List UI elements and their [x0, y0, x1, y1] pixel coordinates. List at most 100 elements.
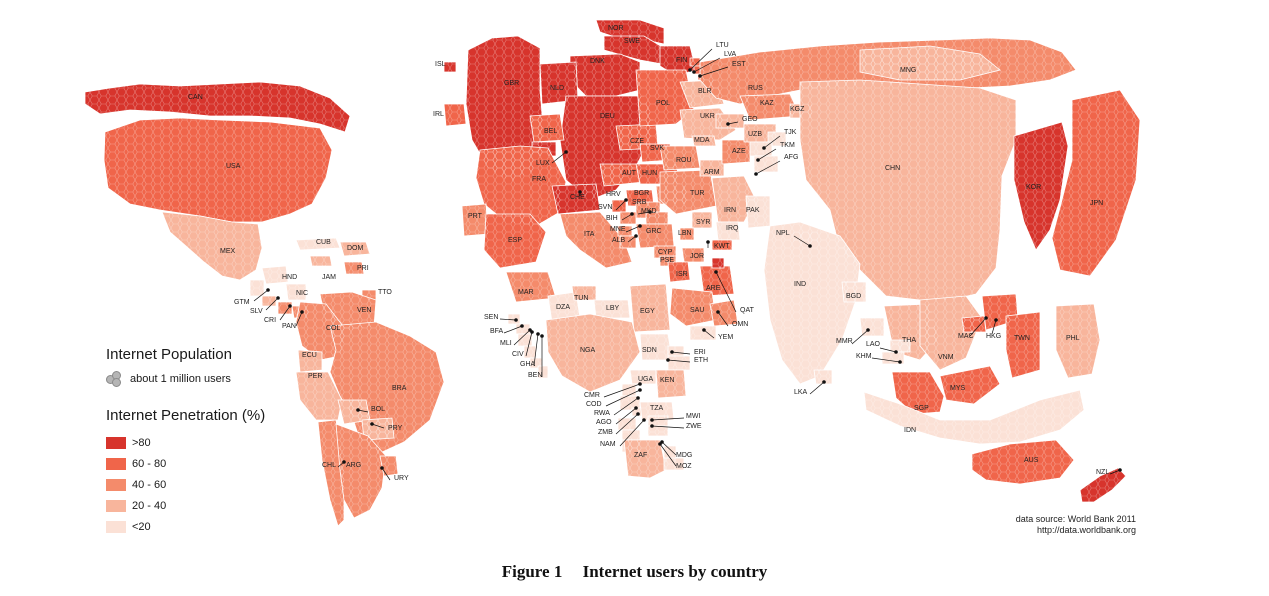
- country-label-ita: ITA: [584, 231, 595, 238]
- hex-texture: [604, 36, 664, 64]
- figure-title: Internet users by country: [582, 562, 768, 581]
- country-label-vnm: VNM: [938, 354, 954, 361]
- leader-dot: [688, 68, 692, 72]
- country-label-cri: CRI: [264, 317, 276, 324]
- country-label-ben: BEN: [528, 372, 542, 379]
- country-label-lao: LAO: [866, 341, 881, 348]
- country-label-pry: PRY: [388, 425, 403, 432]
- leader-dot: [726, 122, 730, 126]
- leader-dot: [866, 328, 870, 332]
- leader-dot: [650, 424, 654, 428]
- leader-dot: [536, 332, 540, 336]
- legend-swatch: [106, 499, 126, 512]
- country-label-mli: MLI: [500, 340, 512, 347]
- hex-texture: [648, 426, 668, 436]
- country-label-egy: EGY: [640, 308, 655, 315]
- hex-texture: [462, 204, 488, 236]
- leader-dot: [356, 408, 360, 412]
- country-label-est: EST: [732, 61, 746, 68]
- hex-texture: [310, 256, 332, 266]
- leader-dot: [894, 350, 898, 354]
- country-label-dnk: DNK: [590, 58, 605, 65]
- legend-items: >80 60 - 80 40 - 60 20 - 40 <20: [106, 432, 265, 537]
- leader-line: [809, 381, 825, 395]
- leader-dot: [288, 304, 292, 308]
- hex-texture: [560, 96, 656, 200]
- leader-line: [969, 317, 987, 337]
- country-label-qat: QAT: [740, 307, 755, 314]
- country-label-fin: FIN: [676, 57, 687, 64]
- country-label-mar: MAR: [518, 289, 534, 296]
- hex-texture: [344, 262, 364, 274]
- leader-line: [619, 419, 645, 447]
- country-label-sgp: SGP: [914, 405, 929, 412]
- country-label-mne: MNE: [610, 226, 626, 233]
- leader-line: [693, 57, 721, 73]
- leader-line: [871, 357, 901, 363]
- leader-dot: [638, 388, 642, 392]
- country-label-sen: SEN: [484, 314, 498, 321]
- leader-line: [499, 318, 517, 321]
- hex-texture: [962, 316, 986, 332]
- legend-label: >80: [132, 436, 151, 449]
- legend-item: <20: [106, 516, 265, 537]
- country-label-pak: PAK: [746, 207, 760, 214]
- country-label-isl: ISL: [435, 61, 446, 68]
- hex-texture: [538, 366, 548, 378]
- country-label-bfa: BFA: [490, 328, 504, 335]
- country-label-bol: BOL: [371, 406, 385, 413]
- country-label-nzl: NZL: [1096, 469, 1109, 476]
- leader-dot: [702, 328, 706, 332]
- leader-dot: [530, 330, 534, 334]
- legend-item: 40 - 60: [106, 474, 265, 495]
- hex-texture: [104, 118, 332, 222]
- leader-dot: [266, 288, 270, 292]
- leader-line: [603, 383, 641, 398]
- hex-texture: [972, 440, 1074, 484]
- hex-texture: [882, 352, 904, 364]
- leader-dot: [636, 396, 640, 400]
- hex-texture: [750, 142, 772, 156]
- country-label-hkg: HKG: [986, 333, 1001, 340]
- hex-texture: [336, 424, 386, 518]
- hex-texture: [444, 104, 466, 126]
- hex-texture: [506, 272, 556, 302]
- hex-texture: [1006, 312, 1040, 378]
- hex-texture: [664, 458, 684, 470]
- hex-texture: [338, 400, 370, 424]
- hex-texture: [476, 146, 566, 226]
- leader-line: [615, 407, 637, 425]
- hex-texture: [298, 350, 322, 372]
- country-label-ago: AGO: [596, 419, 612, 426]
- leader-dot: [514, 318, 518, 322]
- country-label-cub: CUB: [316, 239, 331, 246]
- country-label-lbn: LBN: [678, 230, 692, 237]
- legend-item: 20 - 40: [106, 495, 265, 516]
- hex-texture: [764, 222, 860, 384]
- country-label-yem: YEM: [718, 334, 733, 341]
- country-label-npl: NPL: [776, 230, 790, 237]
- leader-line: [757, 148, 777, 161]
- country-label-tkm: TKM: [780, 142, 795, 149]
- leader-line: [717, 311, 729, 327]
- country-label-mng: MNG: [900, 67, 916, 74]
- leader-dot: [642, 418, 646, 422]
- country-label-mda: MDA: [694, 137, 710, 144]
- legend-label: 60 - 80: [132, 457, 167, 470]
- legend-swatch: [106, 436, 126, 449]
- country-label-cyp: CYP: [658, 249, 673, 256]
- country-label-ury: URY: [394, 475, 409, 482]
- leader-line: [671, 351, 691, 355]
- country-label-esp: ESP: [508, 237, 522, 244]
- country-label-geo: GEO: [742, 116, 758, 123]
- country-label-nic: NIC: [296, 290, 308, 297]
- country-label-pse: PSE: [660, 257, 674, 264]
- legend: Internet Population about 1 million user…: [106, 346, 265, 537]
- country-label-deu: DEU: [600, 113, 615, 120]
- hex-texture: [262, 296, 276, 306]
- leader-line: [525, 331, 533, 357]
- hex-texture: [682, 248, 704, 262]
- hex-texture: [860, 46, 1000, 80]
- hex-texture: [530, 114, 564, 142]
